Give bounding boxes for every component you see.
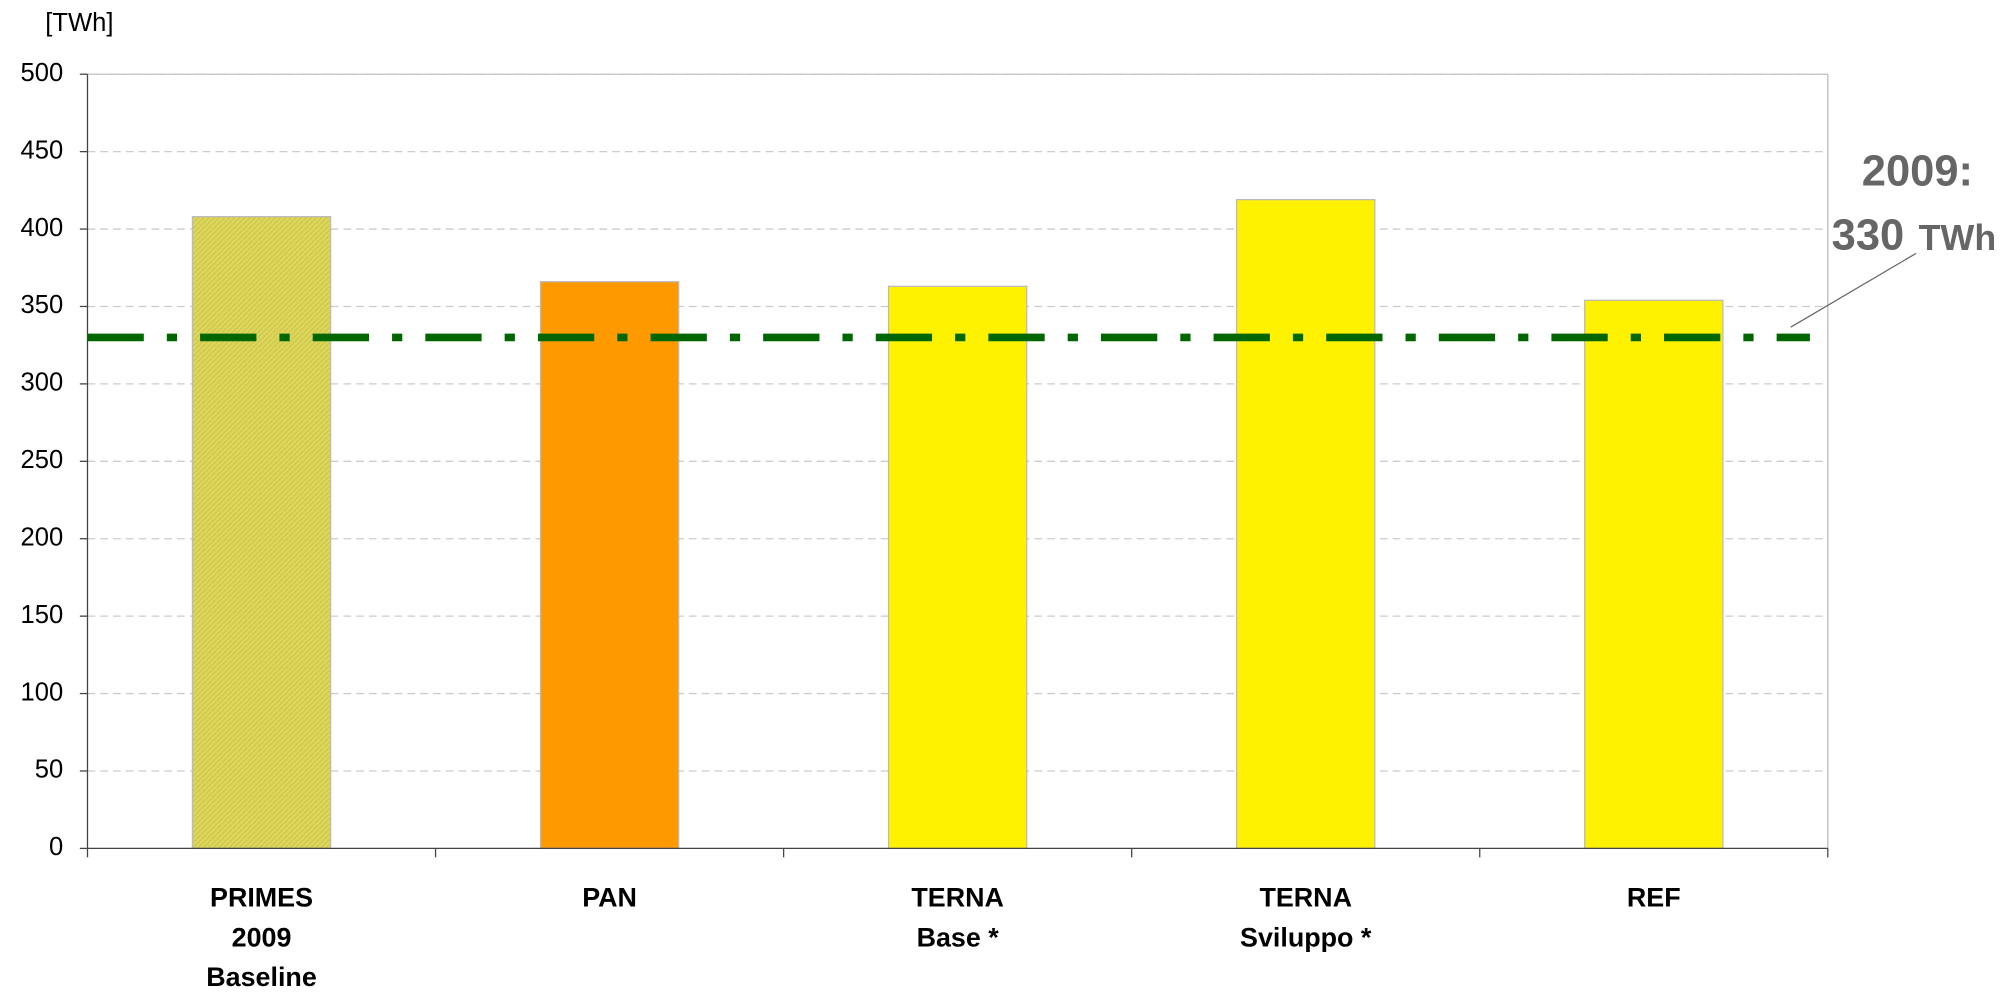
y-tick-label: 250 (20, 446, 63, 474)
y-tick-label: 300 (20, 369, 63, 397)
y-tick-label: 400 (20, 214, 63, 242)
y-tick-label: 200 (20, 523, 63, 551)
x-tick-label: Baseline (206, 962, 317, 992)
annotation-label: 2009: (1862, 148, 1973, 196)
x-tick-label: PRIMES (210, 883, 313, 913)
bar (191, 216, 332, 850)
annotation-leader (1790, 252, 1917, 328)
x-tick-label: TERNA (911, 883, 1004, 913)
x-tick-label: TERNA (1259, 883, 1352, 913)
x-tick-label: PAN (582, 883, 637, 913)
annotation-unit: TWh (1919, 218, 1997, 258)
x-tick-label: Sviluppo * (1240, 922, 1372, 952)
bar (887, 285, 1028, 850)
bar (1235, 198, 1376, 850)
y-tick-label: 150 (20, 601, 63, 629)
bar (539, 281, 680, 850)
x-tick-label: 2009 (232, 922, 292, 952)
bar (1584, 299, 1724, 850)
y-tick-label: 350 (20, 291, 63, 319)
y-tick-label: 50 (35, 756, 63, 784)
y-tick-label: 450 (20, 136, 63, 164)
annotation-value: 330 (1832, 211, 1905, 259)
y-axis-label: [TWh] (45, 9, 113, 37)
x-tick-label: Base * (917, 922, 1000, 952)
y-tick-label: 500 (20, 59, 63, 87)
y-tick-label: 100 (20, 678, 63, 706)
y-tick-label: 0 (49, 833, 63, 861)
x-tick-label: REF (1627, 883, 1681, 913)
